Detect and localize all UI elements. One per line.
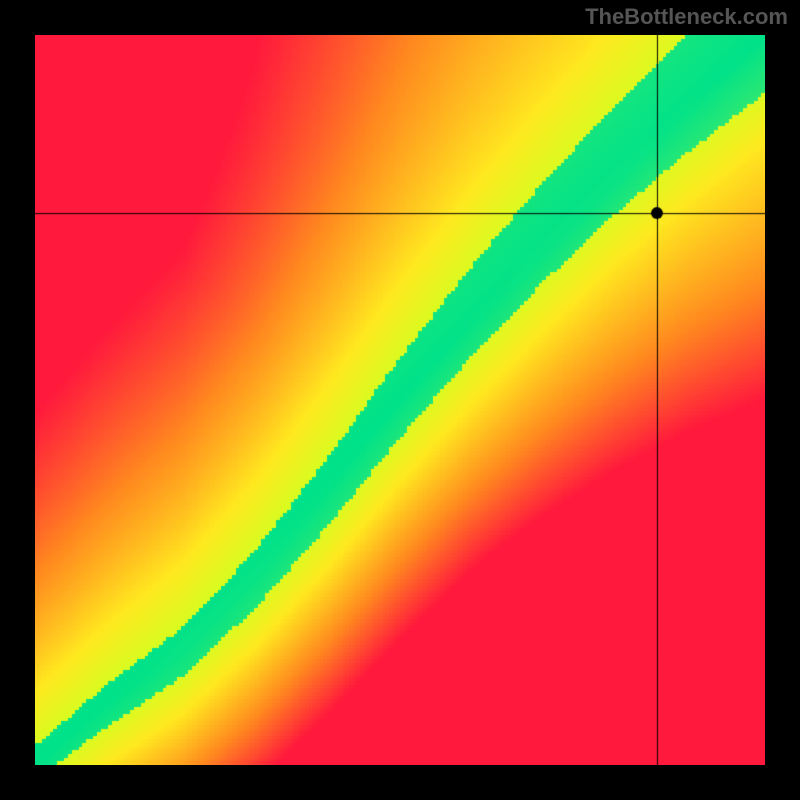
chart-container: TheBottleneck.com: [0, 0, 800, 800]
crosshair-overlay: [35, 35, 765, 765]
watermark-text: TheBottleneck.com: [585, 4, 788, 30]
